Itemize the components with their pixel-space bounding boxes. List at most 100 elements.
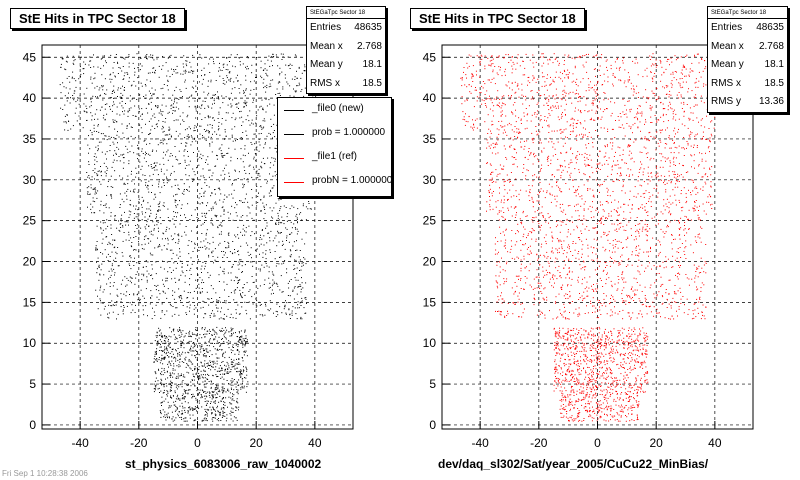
data-point: [560, 386, 562, 388]
data-point: [240, 110, 242, 112]
data-point: [116, 146, 118, 148]
data-point: [243, 92, 245, 94]
data-point: [115, 152, 117, 154]
data-point: [176, 65, 178, 67]
data-point: [210, 364, 212, 366]
data-point: [123, 78, 125, 80]
data-point: [124, 110, 126, 112]
data-point: [208, 131, 210, 133]
data-point: [263, 195, 265, 197]
data-point: [196, 335, 198, 337]
data-point: [601, 390, 603, 392]
data-point: [155, 335, 157, 337]
data-point: [154, 162, 156, 164]
data-point: [286, 272, 288, 274]
data-point: [120, 301, 122, 303]
data-point: [139, 298, 141, 300]
data-point: [79, 95, 81, 97]
data-point: [218, 113, 220, 115]
data-point: [110, 54, 112, 56]
data-point: [117, 265, 119, 267]
data-point: [196, 410, 197, 412]
data-point: [176, 102, 178, 104]
data-point: [169, 389, 171, 391]
data-point: [149, 143, 151, 145]
data-point: [141, 113, 143, 115]
data-point: [207, 202, 209, 204]
data-point: [286, 216, 288, 218]
data-point: [289, 208, 291, 210]
data-point: [217, 411, 219, 413]
data-point: [211, 107, 213, 109]
data-point: [289, 280, 290, 282]
data-point: [618, 405, 620, 407]
data-point: [204, 341, 206, 343]
data-point: [272, 132, 274, 134]
data-point: [251, 72, 253, 74]
data-point: [78, 55, 80, 57]
data-point: [229, 402, 231, 404]
data-point: [186, 270, 188, 271]
data-point: [638, 401, 640, 403]
data-point: [229, 341, 231, 343]
data-point: [209, 329, 210, 331]
data-point: [245, 391, 247, 393]
data-point: [220, 330, 222, 332]
data-point: [167, 134, 169, 136]
data-point: [147, 202, 149, 204]
data-point: [296, 217, 298, 219]
data-point: [637, 336, 639, 338]
data-point: [612, 350, 614, 352]
data-point: [566, 333, 568, 335]
data-point: [153, 311, 155, 313]
data-point: [559, 353, 561, 355]
data-point: [99, 274, 101, 276]
data-point: [573, 362, 575, 364]
data-point: [199, 54, 201, 56]
data-point: [227, 388, 229, 390]
data-point: [555, 368, 557, 370]
data-point: [137, 147, 139, 149]
data-point: [243, 340, 245, 342]
data-point: [222, 373, 224, 375]
data-point: [561, 354, 563, 356]
data-point: [591, 381, 593, 382]
data-point: [236, 391, 238, 393]
data-point: [139, 94, 141, 96]
data-point: [160, 381, 162, 383]
data-point: [643, 360, 645, 362]
data-point: [242, 261, 244, 263]
data-point: [135, 225, 137, 226]
data-point: [237, 344, 239, 346]
data-point: [155, 285, 157, 287]
data-point: [98, 267, 100, 268]
data-point: [113, 103, 115, 105]
data-point: [599, 371, 600, 373]
data-point: [261, 238, 263, 240]
data-point: [190, 368, 192, 370]
data-point: [231, 361, 233, 363]
data-point: [136, 53, 138, 55]
data-point: [150, 275, 152, 276]
y-tick-label: 20: [23, 255, 37, 269]
data-point: [635, 367, 636, 369]
data-point: [631, 333, 633, 335]
data-point: [113, 137, 115, 139]
data-point: [245, 342, 247, 344]
data-point: [154, 388, 156, 389]
data-point: [173, 298, 175, 300]
data-point: [244, 342, 246, 344]
data-point: [577, 332, 579, 334]
data-point: [251, 176, 253, 178]
data-point: [104, 104, 106, 105]
data-point: [160, 413, 162, 415]
data-point: [91, 132, 93, 134]
data-point: [97, 308, 99, 310]
data-point: [639, 366, 641, 368]
data-point: [202, 246, 204, 248]
data-point: [177, 159, 179, 161]
data-point: [101, 232, 103, 234]
data-point: [167, 149, 169, 151]
data-point: [189, 96, 190, 98]
data-point: [635, 339, 637, 341]
